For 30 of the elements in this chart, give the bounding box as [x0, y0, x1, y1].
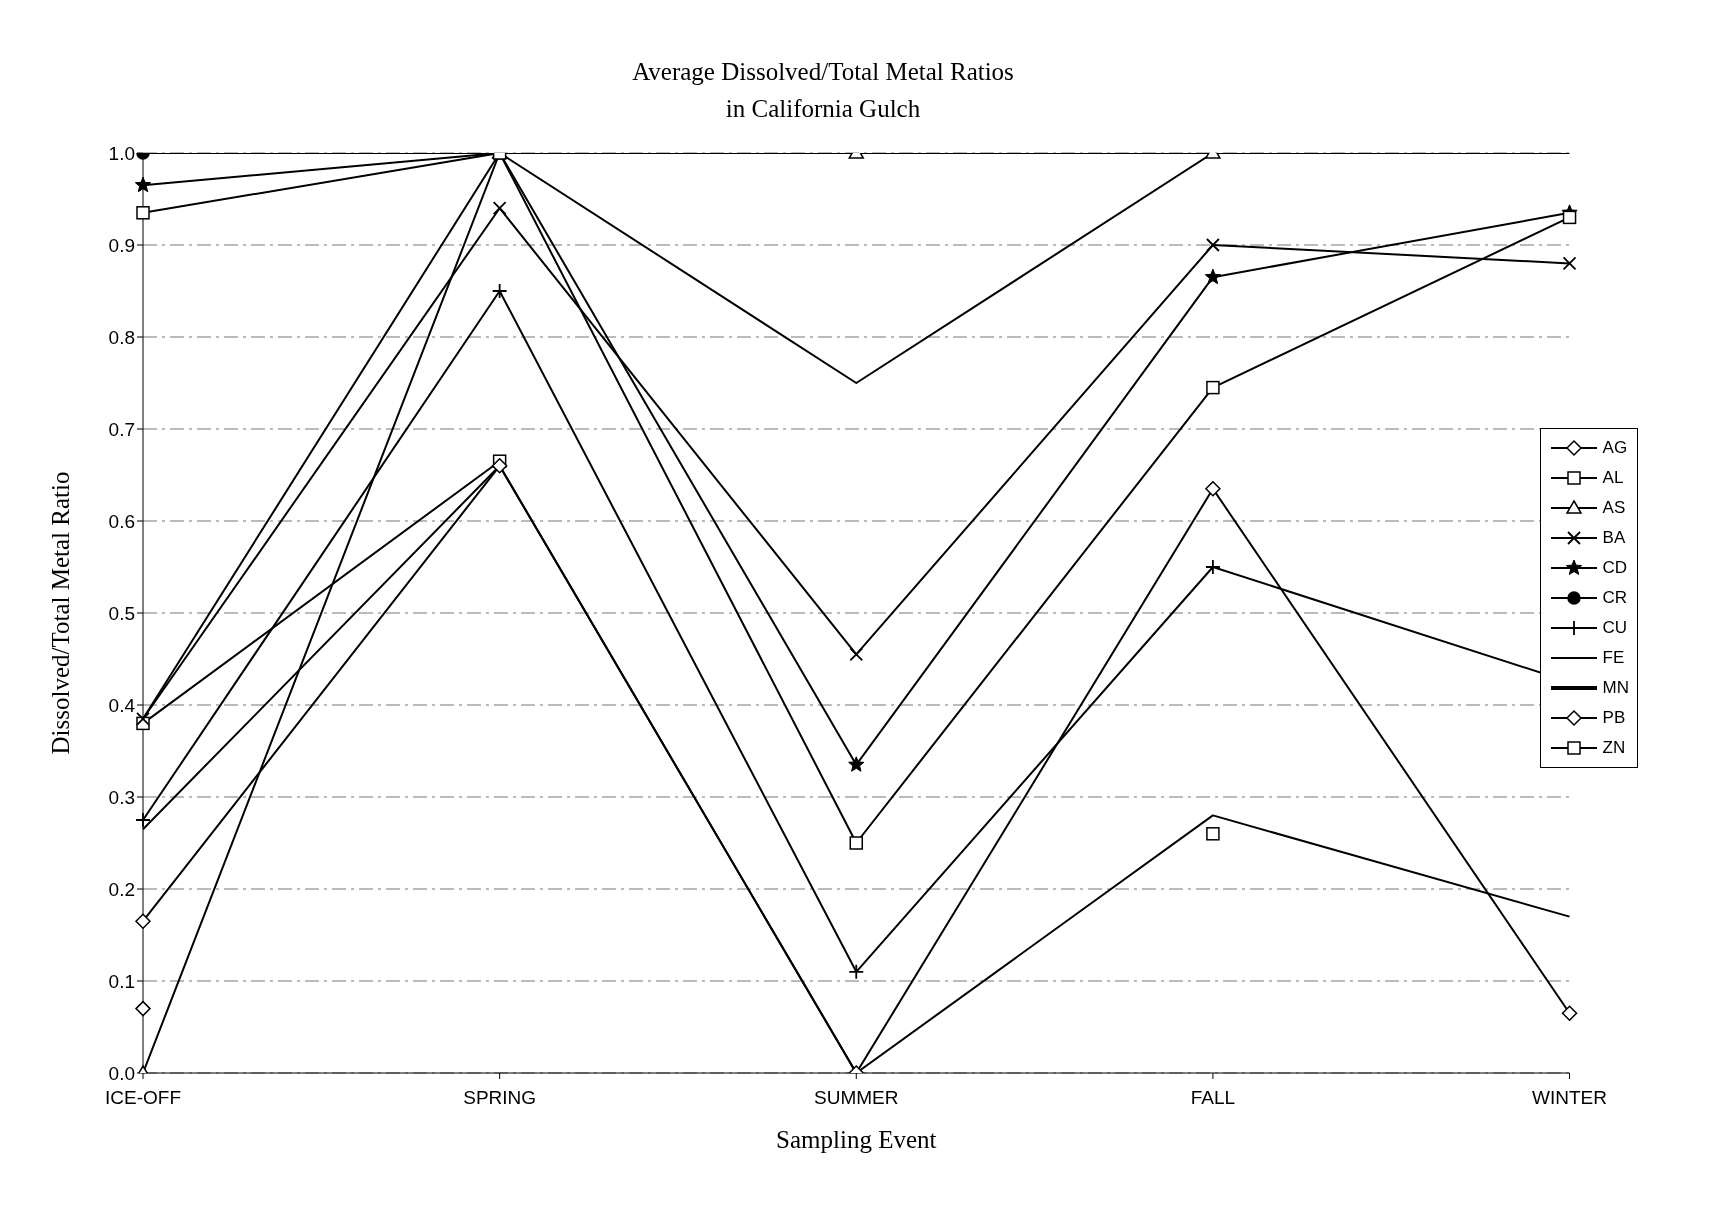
x-tick-label: WINTER: [1532, 1087, 1608, 1109]
legend-label: CR: [1602, 588, 1628, 608]
y-tick-label: 0.9: [108, 234, 135, 256]
legend-label: ZN: [1602, 738, 1626, 758]
x-tick-label: FALL: [1190, 1087, 1236, 1109]
y-tick-label: 0.7: [108, 418, 135, 440]
y-tick-label: 0.0: [108, 1062, 135, 1084]
legend-label: AL: [1602, 468, 1624, 488]
legend-label: MN: [1602, 678, 1629, 698]
legend-label: BA: [1602, 528, 1626, 548]
legend-label: PB: [1602, 708, 1626, 728]
legend-label: FE: [1602, 648, 1625, 668]
y-tick-label: 0.4: [108, 694, 136, 716]
y-tick-label: 0.8: [108, 326, 135, 348]
legend-label: CD: [1602, 558, 1628, 578]
y-tick-label: 0.6: [108, 510, 135, 532]
y-tick-label: 0.3: [108, 786, 135, 808]
chart-title: Average Dissolved/Total Metal Ratios in California Gulch: [631, 57, 1015, 124]
x-tick-label: SPRING: [463, 1087, 537, 1109]
x-axis-title: Sampling Event: [776, 1126, 937, 1153]
y-tick-label: 0.2: [108, 878, 135, 900]
legend-label: CU: [1602, 618, 1628, 638]
legend-label: AS: [1602, 498, 1626, 518]
y-axis-title: Dissolved/Total Metal Ratio: [46, 471, 74, 755]
legend-label: AG: [1602, 438, 1628, 458]
y-tick-label: 0.5: [108, 602, 135, 624]
x-tick-label: SUMMER: [814, 1087, 899, 1109]
x-tick-label: ICE-OFF: [105, 1087, 181, 1109]
y-tick-label: 0.1: [108, 970, 135, 992]
y-tick-label: 1.0: [108, 142, 135, 164]
